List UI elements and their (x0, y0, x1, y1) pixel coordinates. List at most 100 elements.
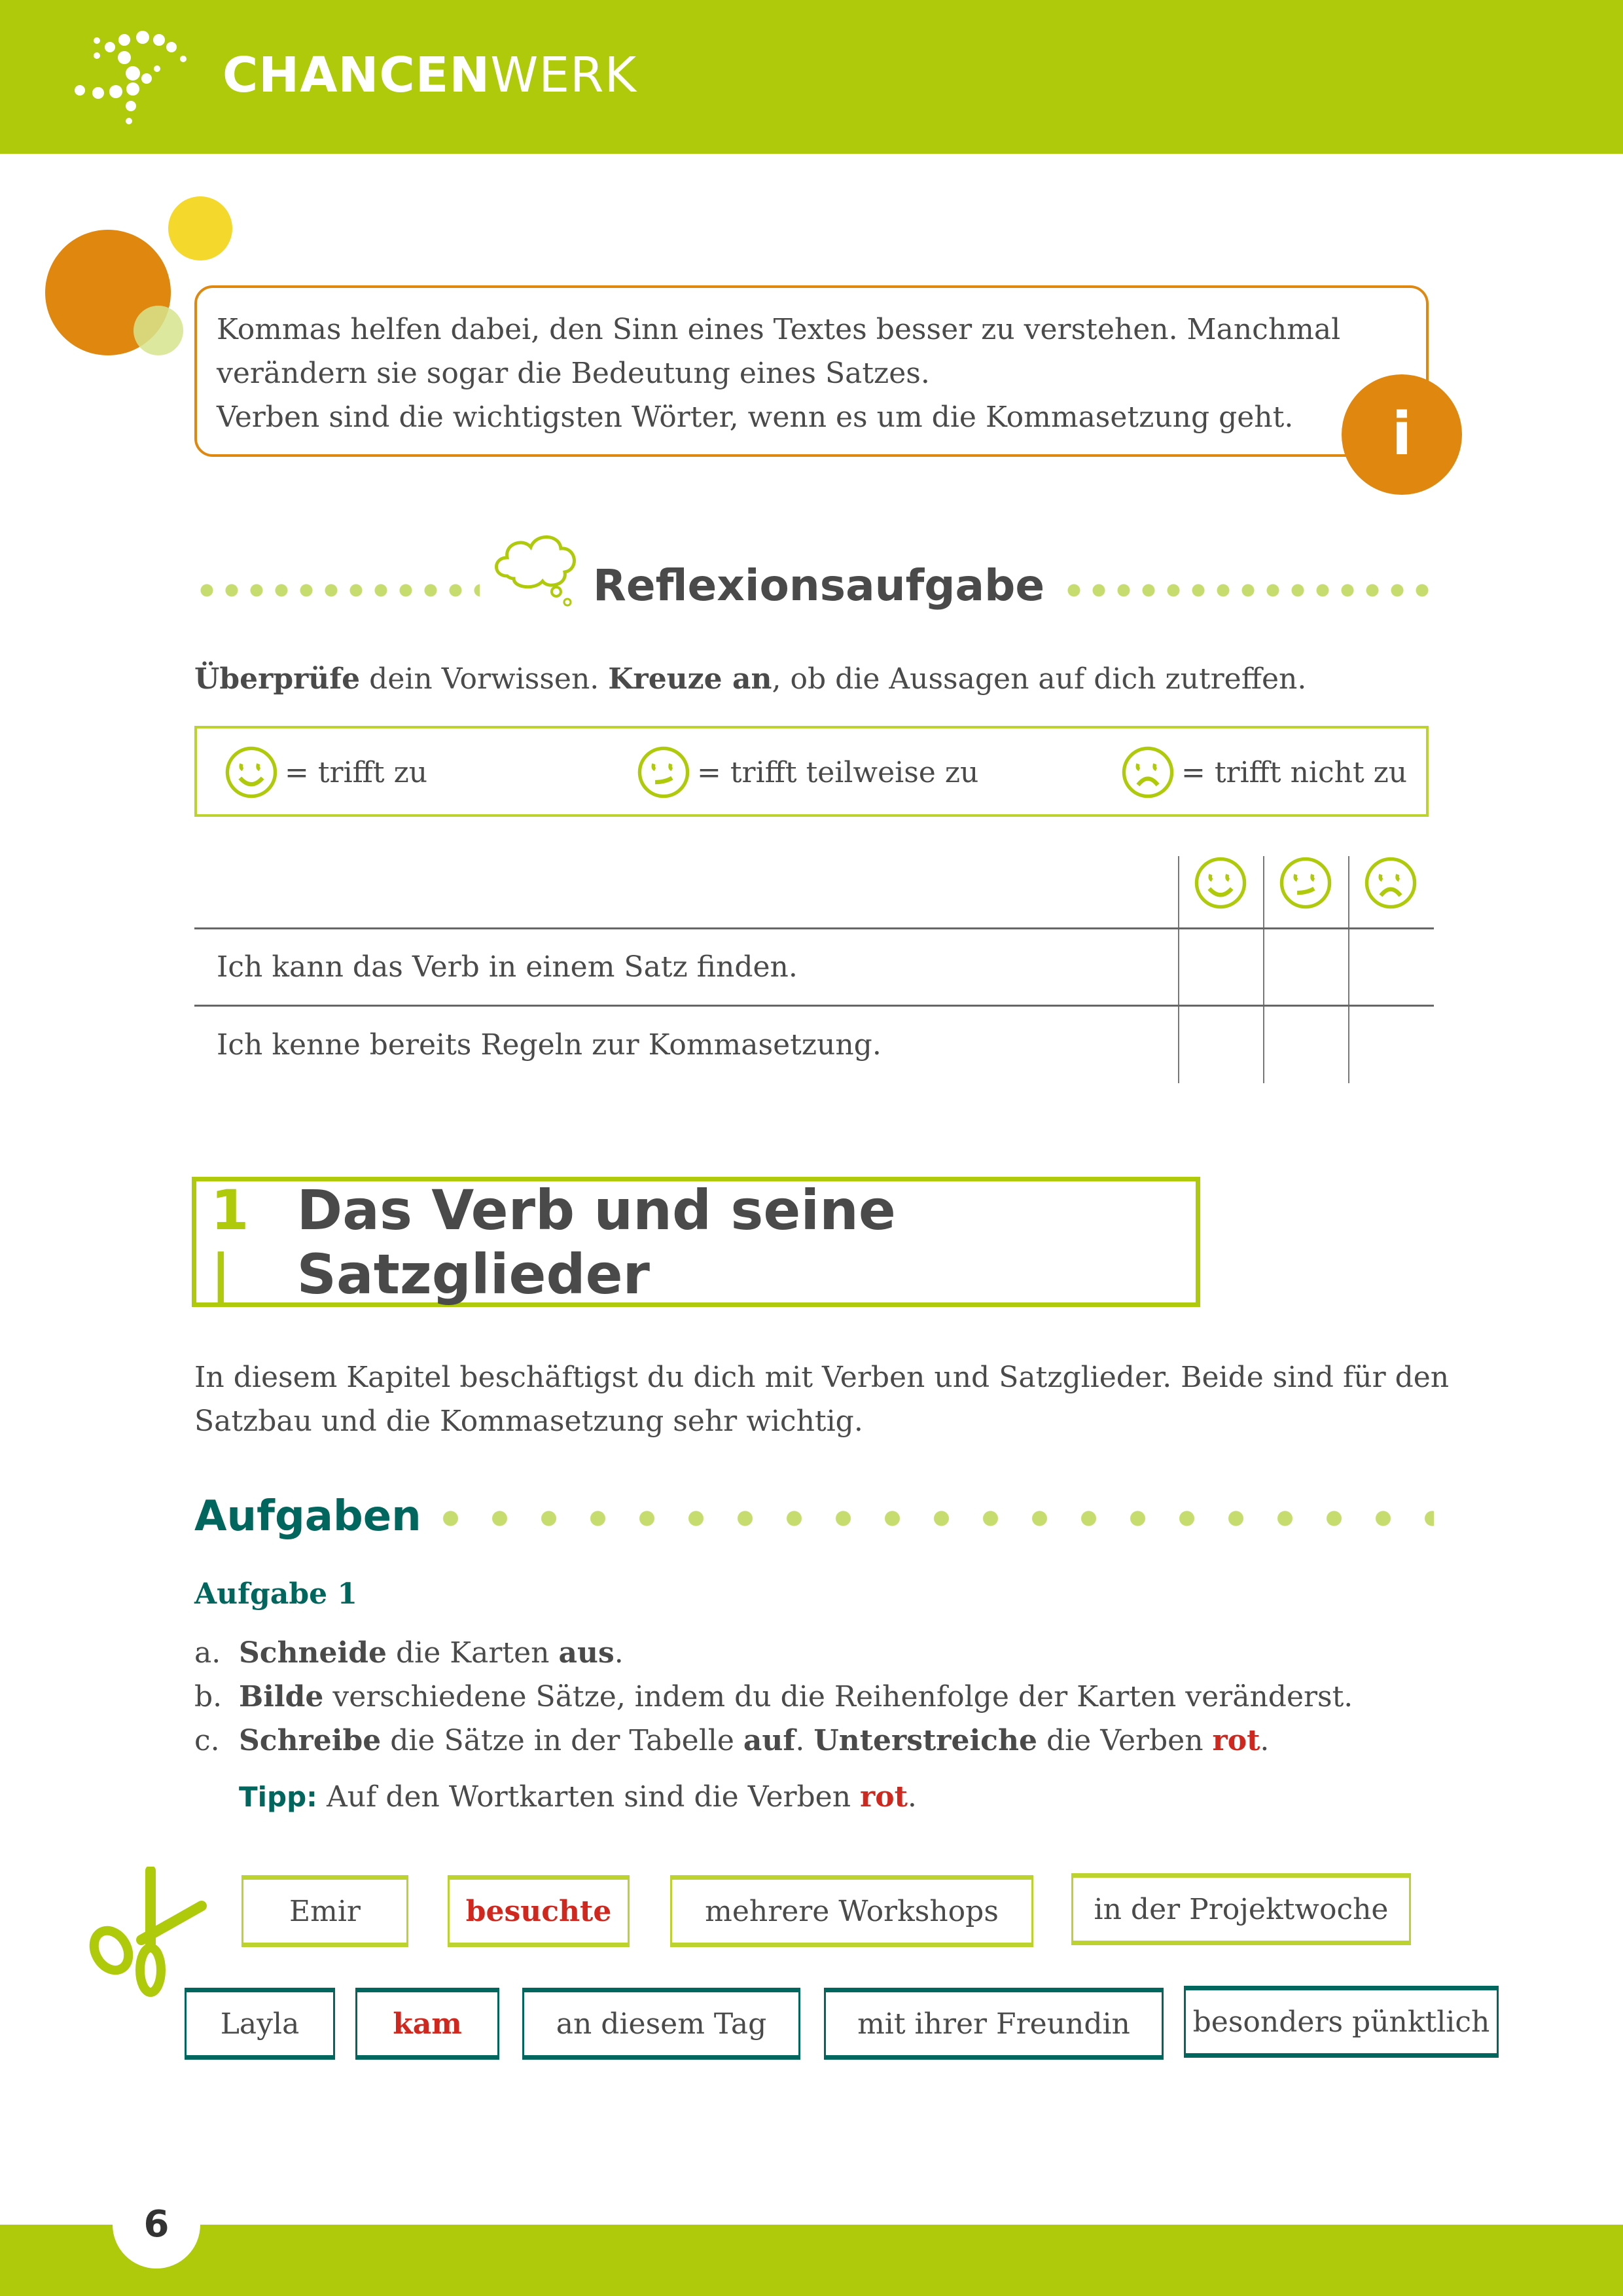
tasks-heading: Aufgaben (194, 1492, 421, 1541)
table-divider (1263, 856, 1264, 1083)
tip: Tipp: Auf den Wortkarten sind die Verben… (239, 1775, 917, 1819)
tip-text: Auf den Wortkarten sind die Verben (317, 1780, 861, 1814)
info-icon: i (1342, 374, 1462, 495)
chancenwerk-logo-icon (75, 31, 187, 124)
task-keyword: Schreibe (239, 1724, 382, 1757)
info-line: verändern sie sogar die Bedeutung eines … (217, 357, 930, 390)
info-box: Kommas helfen dabei, den Sinn eines Text… (194, 285, 1429, 457)
neutral-face-icon (637, 746, 690, 798)
dotted-divider (1061, 584, 1432, 597)
checkbox-cell[interactable] (1264, 929, 1348, 1005)
legend-item-agree: = trifft zu (223, 744, 427, 800)
task-keyword: aus (558, 1636, 615, 1670)
task-text: . (795, 1724, 814, 1757)
thought-cloud-icon (495, 535, 576, 607)
happy-face-icon (1194, 857, 1247, 909)
task-title: Aufgabe 1 (194, 1577, 358, 1611)
table-row-statement: Ich kenne bereits Regeln zur Kommasetzun… (217, 1028, 882, 1062)
info-line: Verben sind die wichtigsten Wörter, wenn… (217, 401, 1294, 434)
card-text: an diesem Tag (556, 2007, 767, 2041)
card-text: Emir (289, 1894, 361, 1928)
decor-yellow-circle (168, 196, 232, 260)
dotted-divider (426, 1511, 1434, 1526)
table-divider (1178, 856, 1179, 1083)
brand-name: CHANCENWERK (223, 47, 637, 103)
sad-face-icon (1122, 746, 1174, 798)
checkbox-cell[interactable] (1179, 1007, 1263, 1083)
word-card[interactable]: besonders pünktlich (1184, 1986, 1499, 2058)
section-intro: In diesem Kapitel beschäftigst du dich m… (194, 1355, 1449, 1443)
task-list: a. Schneide die Karten aus. b. Bilde versch… (194, 1631, 1353, 1763)
instr-bold: Kreuze an (608, 662, 772, 696)
scissors-icon (89, 1867, 207, 1997)
task-item-text: Schreibe die Sätze in der Tabelle auf. U… (239, 1719, 1269, 1763)
task-text: die Verben (1037, 1724, 1213, 1757)
word-card[interactable]: in der Projektwoche (1071, 1873, 1411, 1945)
checkbox-cell[interactable] (1349, 929, 1433, 1005)
decor-green-circle (134, 306, 183, 355)
card-text: besonders pünktlich (1192, 2005, 1490, 2039)
legend-label: = trifft zu (285, 755, 428, 789)
legend-item-disagree: = trifft nicht zu (1120, 744, 1407, 800)
intro-line: Satzbau und die Kommasetzung sehr wichti… (194, 1405, 863, 1438)
happy-face-icon (225, 746, 277, 798)
reflexion-title: Reflexionsaufgabe (593, 560, 1045, 611)
header-bar (0, 0, 1623, 154)
table-row-statement: Ich kann das Verb in einem Satz finden. (217, 950, 798, 984)
tip-end: . (907, 1780, 917, 1814)
task-keyword: auf (743, 1724, 796, 1757)
checkbox-cell[interactable] (1264, 1007, 1348, 1083)
reflexion-instruction: Überprüfe dein Vorwissen. Kreuze an, ob … (194, 657, 1306, 701)
card-text: mehrere Workshops (705, 1894, 999, 1928)
tip-label: Tipp: (239, 1781, 317, 1813)
dotted-divider (194, 584, 480, 597)
legend-label: = trifft teilweise zu (697, 755, 979, 789)
legend-label: = trifft nicht zu (1181, 755, 1408, 789)
task-keyword: Unterstreiche (813, 1724, 1037, 1757)
word-card[interactable]: Layla (185, 1988, 335, 2060)
legend-item-partial: = trifft teilweise zu (635, 744, 978, 800)
word-card[interactable]: mit ihrer Freundin (824, 1988, 1164, 2060)
brand-bold: CHANCEN (223, 47, 491, 103)
instr-text: , ob die Aussagen auf dich zutreffen. (772, 662, 1307, 696)
task-text: die Sätze in der Tabelle (381, 1724, 743, 1757)
section-number: 1 | (211, 1177, 249, 1306)
checkbox-cell[interactable] (1349, 1007, 1433, 1083)
task-text: . (614, 1636, 624, 1670)
card-text: besuchte (465, 1894, 612, 1928)
task-text: . (1260, 1724, 1270, 1757)
card-text: mit ihrer Freundin (857, 2007, 1130, 2041)
table-divider (1348, 856, 1349, 1083)
card-text: Layla (220, 2007, 300, 2041)
task-item-text: Schneide die Karten aus. (239, 1631, 624, 1675)
card-text: in der Projektwoche (1094, 1892, 1389, 1926)
word-card[interactable]: an diesem Tag (522, 1988, 800, 2060)
task-keyword: Schneide (239, 1636, 387, 1670)
word-card-verb[interactable]: kam (355, 1988, 499, 2060)
checkbox-cell[interactable] (1179, 929, 1263, 1005)
table-rule (194, 1005, 1434, 1007)
word-card-verb[interactable]: besuchte (448, 1875, 630, 1947)
sad-face-icon (1364, 857, 1417, 909)
card-text: kam (393, 2007, 462, 2041)
task-item-label: b. (194, 1680, 223, 1713)
brand-light: WERK (490, 47, 637, 103)
word-card[interactable]: Emir (241, 1875, 408, 1947)
instr-text: dein Vorwissen. (360, 662, 609, 696)
task-item: a. Schneide die Karten aus. (194, 1631, 1353, 1675)
footer-bar (0, 2225, 1623, 2296)
task-text: verschiedene Sätze, indem du die Reihenf… (323, 1680, 1353, 1713)
tip-red: rot (860, 1780, 908, 1814)
task-item: c. Schreibe die Sätze in der Tabelle auf.… (194, 1719, 1353, 1763)
task-item-label: c. (194, 1724, 220, 1757)
task-item-text: Bilde verschiedene Sätze, indem du die R… (239, 1675, 1353, 1719)
instr-bold: Überprüfe (194, 662, 361, 696)
table-rule (194, 927, 1434, 929)
word-card[interactable]: mehrere Workshops (670, 1875, 1033, 1947)
task-text: die Karten (387, 1636, 559, 1670)
neutral-face-icon (1279, 857, 1332, 909)
task-keyword: Bilde (239, 1680, 324, 1713)
intro-line: In diesem Kapitel beschäftigst du dich m… (194, 1361, 1450, 1394)
section-title-box: 1 | Das Verb und seine Satzglieder (192, 1177, 1200, 1307)
section-title: Das Verb und seine Satzglieder (296, 1177, 896, 1306)
